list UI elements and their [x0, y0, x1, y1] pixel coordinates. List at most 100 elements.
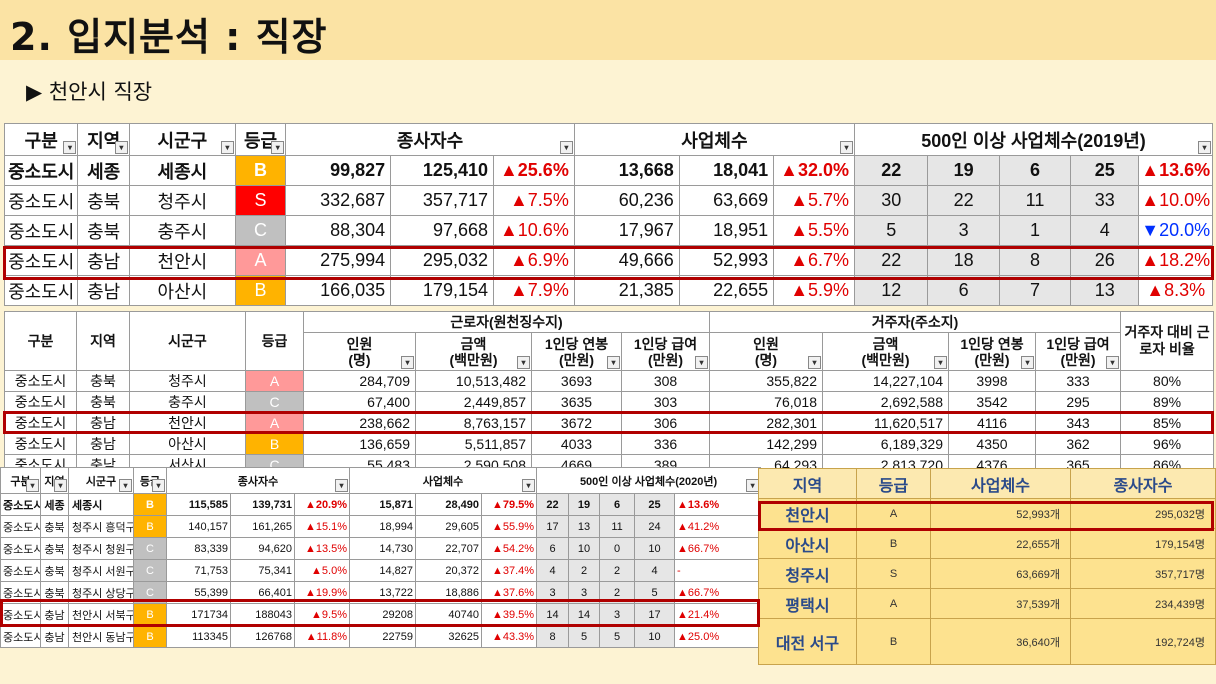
header-resident-people[interactable]: 인원 (명) ▾ — [709, 332, 823, 371]
header-sigungu[interactable]: 시군구 — [129, 311, 246, 371]
header-grade[interactable]: 등급 — [245, 311, 304, 371]
worker-count-cell: 357,717명 — [1070, 558, 1216, 589]
table-row: 중소도시 충남 천안시 서북구 B 171734 188043 ▲9.5% 29208 4074… — [0, 603, 762, 626]
header-resident-pay[interactable]: 1인당 급여 (만원) ▾ — [1034, 332, 1122, 371]
filter-dropdown-icon[interactable]: ▾ — [220, 141, 234, 154]
table-cell: ▲13.6% — [674, 493, 762, 516]
table-cell: 충남 — [40, 603, 69, 626]
filter-dropdown-icon[interactable]: ▾ — [119, 479, 132, 492]
table-row: 중소도시 충북 청주시 흥덕구 B 140,157 161,265 ▲15.1% 18,994… — [0, 515, 762, 538]
table-row: 중소도시 충북 청주시 S 332,687 357,717 ▲7.5% 60,236 63,66… — [3, 185, 1213, 216]
header-gubun[interactable]: 구분 ▾ — [3, 123, 79, 156]
header-500plus[interactable]: 500인 이상 사업체수(2020년) ▾ — [536, 467, 762, 494]
header-worker-pay[interactable]: 1인당 급여 (만원) ▾ — [621, 332, 710, 371]
table-row: 중소도시 충북 충주시 C 67,400 2,449,857 3635 303 76,018 2,… — [4, 391, 1215, 413]
table-cell: ▼20.0% — [1138, 215, 1213, 246]
filter-dropdown-icon[interactable]: ▾ — [522, 479, 536, 492]
header-region[interactable]: 지역▾ — [77, 123, 130, 156]
table-cell: 10 — [568, 537, 601, 560]
header-workers[interactable]: 종사자수 ▾ — [165, 467, 351, 494]
filter-dropdown-icon[interactable]: ▾ — [517, 356, 530, 369]
table-cell: 충북 — [77, 185, 130, 216]
grade-cell: A — [234, 245, 287, 276]
filter-dropdown-icon[interactable]: ▾ — [695, 356, 708, 369]
table-cell: 세종시 — [128, 155, 236, 186]
table-cell: 중소도시 — [0, 625, 41, 648]
table-cell: 21,385 — [573, 275, 680, 306]
table-cell: 8,763,157 — [415, 412, 532, 434]
table-cell: 6 — [998, 155, 1072, 186]
filter-dropdown-icon[interactable]: ▾ — [271, 141, 285, 154]
table-cell: 295,032 — [390, 245, 494, 276]
header-businesses[interactable]: 사업체수 ▾ — [573, 123, 856, 156]
header-region[interactable]: 지역 — [76, 311, 130, 371]
table-cell: 충북 — [76, 391, 130, 413]
worker-resident-table: 구분 지역 시군구 등급 근로자(원천징수지) 거주자(주소지) 거주자 대비 … — [4, 311, 1215, 476]
table-cell: 142,299 — [709, 433, 823, 455]
filter-dropdown-icon[interactable]: ▾ — [401, 356, 414, 369]
table-cell: 6,189,329 — [822, 433, 949, 455]
table-cell: 중소도시 — [4, 433, 77, 455]
table-cell: 중소도시 — [0, 537, 41, 560]
table-cell: 17,967 — [573, 215, 680, 246]
header-grade[interactable]: 등급 ▾ — [234, 123, 287, 156]
table-cell: ▲25.0% — [674, 625, 762, 648]
table-cell: 17 — [536, 515, 570, 538]
header-ratio[interactable]: 거주자 대비 근로자 비율 — [1120, 311, 1215, 371]
filter-dropdown-icon[interactable]: ▾ — [934, 356, 947, 369]
table-cell: 청주시 — [128, 185, 236, 216]
table-cell: 115,585 — [166, 493, 231, 516]
header-worker-amount[interactable]: 금액 (백만원) ▾ — [415, 332, 532, 371]
table-cell: 중소도시 — [0, 493, 41, 516]
filter-dropdown-icon[interactable]: ▾ — [335, 479, 349, 492]
header-gubun[interactable]: 구분 ▾ — [0, 467, 41, 494]
filter-dropdown-icon[interactable]: ▾ — [54, 479, 67, 492]
header-worker-people[interactable]: 인원 (명) ▾ — [303, 332, 416, 371]
filter-dropdown-icon[interactable]: ▾ — [1198, 141, 1211, 154]
grade-cell: A — [245, 370, 304, 392]
filter-dropdown-icon[interactable]: ▾ — [808, 356, 821, 369]
region-cell: 천안시 — [758, 498, 857, 529]
table-cell: 15,871 — [349, 493, 417, 516]
table-cell: 25 — [634, 493, 676, 516]
filter-dropdown-icon[interactable]: ▾ — [607, 356, 620, 369]
table-cell: 126768 — [230, 625, 295, 648]
table-cell: 25 — [1070, 155, 1140, 186]
header-workers[interactable]: 종사자수 ▾ — [285, 123, 575, 156]
filter-dropdown-icon[interactable]: ▾ — [1106, 356, 1120, 369]
table-cell: 18,886 — [415, 581, 483, 604]
grade-cell: C — [133, 559, 167, 582]
worker-count-cell: 295,032명 — [1070, 498, 1216, 529]
header-grade[interactable]: 등급 ▾ — [133, 467, 167, 494]
business-count-cell: 22,655개 — [930, 528, 1071, 559]
table-cell: 139,731 — [230, 493, 295, 516]
header-businesses[interactable]: 사업체수 ▾ — [349, 467, 538, 494]
table-cell: 96% — [1120, 433, 1215, 455]
table-cell: 125,410 — [390, 155, 494, 186]
filter-dropdown-icon[interactable]: ▾ — [114, 141, 128, 154]
filter-dropdown-icon[interactable]: ▾ — [1021, 356, 1034, 369]
header-gubun[interactable]: 구분 — [4, 311, 77, 371]
header-region[interactable]: 지역▾ — [40, 467, 69, 494]
header-sigungu[interactable]: 시군구 ▾ — [68, 467, 134, 494]
table-cell: 238,662 — [303, 412, 416, 434]
table-cell: 179,154 — [390, 275, 494, 306]
table-cell: ▲6.9% — [493, 245, 575, 276]
filter-dropdown-icon[interactable]: ▾ — [559, 141, 573, 154]
table-cell: 306 — [621, 412, 710, 434]
header-worker-annual[interactable]: 1인당 연봉 (만원) ▾ — [531, 332, 622, 371]
header-resident-annual[interactable]: 1인당 연봉 (만원) ▾ — [948, 332, 1036, 371]
table-cell: 188043 — [230, 603, 295, 626]
header-resident-amount[interactable]: 금액 (백만원) ▾ — [822, 332, 949, 371]
table-cell: 308 — [621, 370, 710, 392]
table-cell: 4116 — [948, 412, 1036, 434]
filter-dropdown-icon[interactable]: ▾ — [152, 479, 165, 492]
filter-dropdown-icon[interactable]: ▾ — [63, 141, 77, 154]
filter-dropdown-icon[interactable]: ▾ — [26, 479, 39, 492]
table-cell: 청주시 상당구 — [68, 581, 134, 604]
header-sigungu[interactable]: 시군구 ▾ — [128, 123, 236, 156]
header-500plus[interactable]: 500인 이상 사업체수(2019년) ▾ — [854, 123, 1213, 156]
filter-dropdown-icon[interactable]: ▾ — [840, 141, 854, 154]
table-cell: 55,399 — [166, 581, 231, 604]
table-cell: ▲54.2% — [481, 537, 538, 560]
